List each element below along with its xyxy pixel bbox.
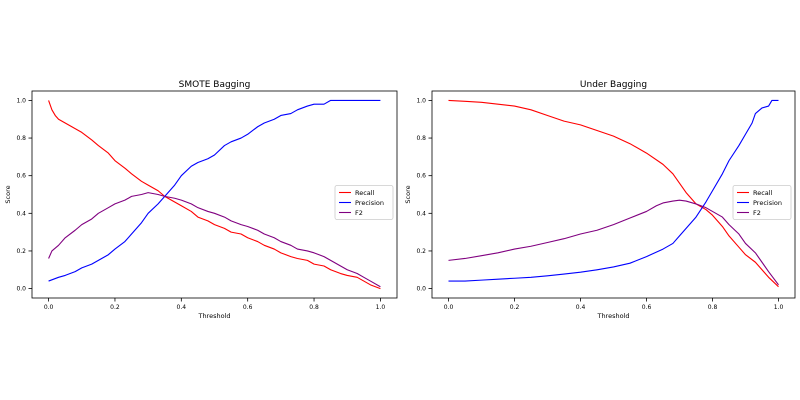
x-tick-label: 0.4 [177,304,187,311]
x-tick-label: 0.4 [576,304,586,311]
legend-label: F2 [355,209,363,217]
series-line-recall [48,100,381,290]
legend-label: F2 [753,209,761,217]
x-tick-label: 0.2 [510,304,520,311]
chart-under-bagging: Under Bagging Threshold Score 0.0 0.2 0.4 0… [404,80,796,320]
chart-title: SMOTE Bagging [179,80,251,90]
legend: Recall Precision F2 [334,185,394,220]
legend-label: Recall [753,189,773,197]
legend-label: Recall [355,189,375,197]
y-tick-label: 0.6 [16,173,26,180]
y-tick-label: 0.0 [416,286,426,293]
legend: Recall Precision F2 [732,185,792,220]
series-line-f2 [48,192,381,288]
y-tick-label: 0.0 [16,286,26,293]
x-tick-label: 1.0 [774,304,784,311]
x-tick-label: 0.8 [708,304,718,311]
y-tick-label: 0.6 [416,173,426,180]
x-axis-label: Threshold [596,312,629,320]
series-line-recall [448,99,779,288]
x-tick-label: 0.0 [444,304,454,311]
y-tick-label: 0.2 [416,248,426,255]
series-line-precision [448,99,779,282]
y-tick-label: 0.8 [416,135,426,142]
legend-label: Precision [753,199,782,207]
x-tick-label: 0.6 [642,304,652,311]
x-tick-label: 0.6 [243,304,253,311]
chart-title: Under Bagging [580,80,647,90]
x-tick-label: 0.8 [309,304,319,311]
y-tick-label: 0.8 [16,135,26,142]
x-tick-label: 0.2 [110,304,120,311]
legend-label: Precision [355,199,384,207]
y-axis-label: Score [4,185,12,203]
series-line-f2 [448,199,779,286]
x-tick-label: 0.0 [44,304,54,311]
y-tick-label: 0.2 [16,248,26,255]
plot-area [31,90,398,299]
x-tick-label: 1.0 [376,304,386,311]
y-tick-label: 0.4 [416,210,426,217]
y-axis-label: Score [404,185,412,203]
y-tick-label: 1.0 [416,97,426,104]
plot-area [431,90,796,299]
y-tick-label: 1.0 [16,97,26,104]
chart-smote-bagging: SMOTE Bagging Threshold Score 0.0 0.2 0.4 0… [4,80,398,320]
x-axis-label: Threshold [197,312,230,320]
series-line-precision [48,99,381,282]
y-tick-label: 0.4 [16,210,26,217]
